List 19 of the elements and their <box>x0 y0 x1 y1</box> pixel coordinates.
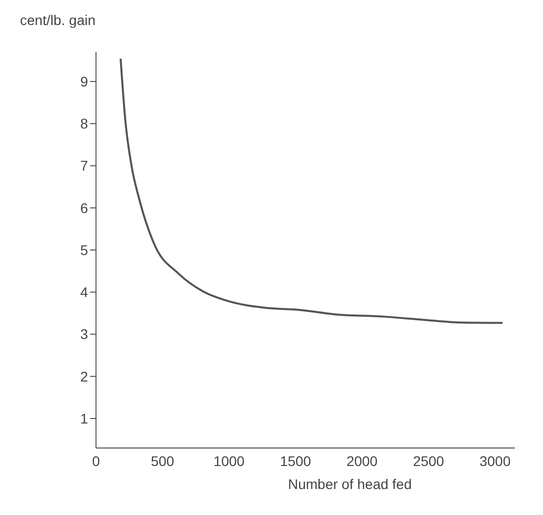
x-axis-title: Number of head fed <box>288 476 412 492</box>
y-tick-label: 2 <box>80 368 88 384</box>
x-tick-label: 2000 <box>346 452 378 469</box>
y-tick-label: 9 <box>80 73 88 90</box>
x-tick-label: 1500 <box>280 452 312 469</box>
y-tick-label: 4 <box>80 284 88 300</box>
line-series <box>120 58 504 324</box>
y-tick-label: 8 <box>80 116 88 132</box>
y-tick-label: 5 <box>80 242 88 258</box>
x-tick-label: 0 <box>92 452 100 469</box>
x-tick-label: 2500 <box>412 452 444 469</box>
x-tick-label: 3000 <box>479 452 511 469</box>
y-tick-label: 3 <box>80 326 88 342</box>
y-tick-label: 7 <box>80 158 88 174</box>
x-tick-label: 1000 <box>213 452 245 469</box>
x-tick-label: 500 <box>150 452 174 469</box>
y-axis-title: cent/lb. gain <box>20 12 96 28</box>
y-tick-label: 1 <box>80 410 88 426</box>
y-tick-label: 6 <box>80 200 88 216</box>
